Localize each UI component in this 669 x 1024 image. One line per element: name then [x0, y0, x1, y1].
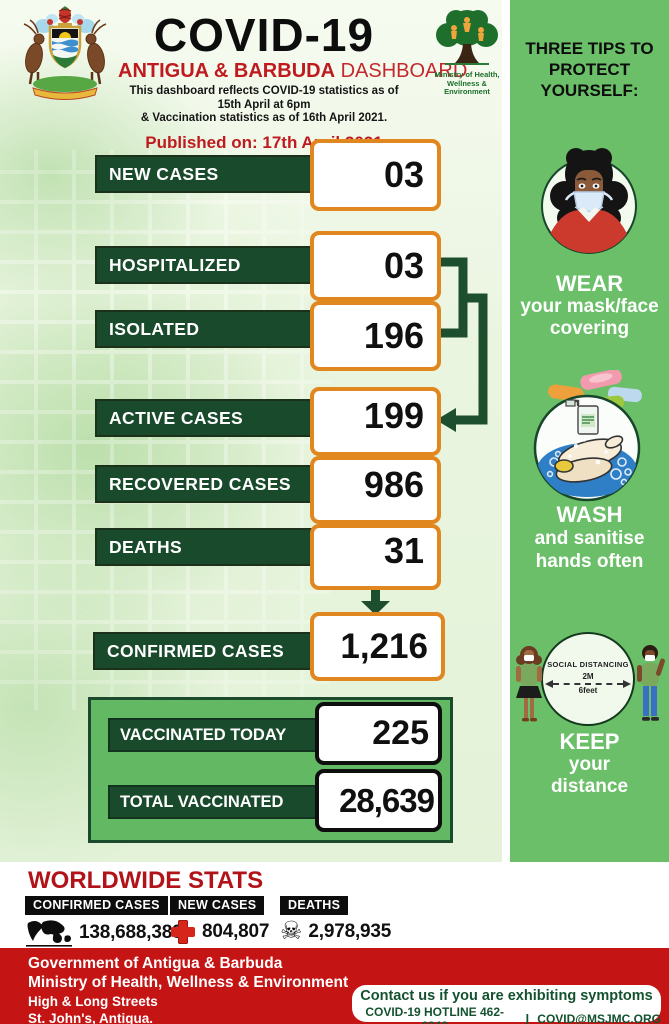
- red-cross-icon: [170, 919, 196, 945]
- contact-email: COVID@MSJMC.ORG: [537, 1012, 661, 1024]
- vaccinated-today-label: VACCINATED TODAY: [108, 718, 318, 752]
- stat-value-confirmed-cases: 1,216: [310, 612, 445, 681]
- stat-value-hospitalized: 03: [310, 231, 441, 301]
- stat-value-deaths: 31: [310, 524, 441, 590]
- worldwide-deaths-group: DEATHS ☠ 2,978,935: [280, 896, 391, 944]
- mask-woman-icon: [541, 148, 637, 254]
- social-distancing-label: SOCIAL DISTANCING: [547, 660, 629, 669]
- stat-value-active-cases: 199: [310, 387, 441, 456]
- down-arrow-icon: [361, 579, 390, 615]
- world-map-icon: [26, 920, 72, 947]
- subtitle: ANTIGUA & BARBUDA DASHBOARD: [118, 60, 467, 82]
- stat-value-recovered-cases: 986: [310, 456, 441, 524]
- subtitle-dashboard: DASHBOARD: [340, 60, 468, 82]
- footer-bar: Government of Antigua & Barbuda Ministry…: [0, 948, 669, 1024]
- stat-label-active-cases: ACTIVE CASES: [95, 399, 340, 437]
- ministry-tree-icon: [436, 10, 498, 65]
- worldwide-newcases-value: 804,807: [202, 921, 270, 942]
- contact-heading: Contact us if you are exhibiting symptom…: [360, 988, 653, 1004]
- header-note: This dashboard reflects COVID-19 statist…: [129, 85, 399, 124]
- tip-wear-title: WEAR: [555, 271, 624, 296]
- stat-label-isolated: ISOLATED: [95, 310, 340, 348]
- ministry-caption: Ministry of Health, Wellness & Environme…: [434, 70, 500, 96]
- sidebar-heading: THREE TIPS TO PROTECT YOURSELF:: [525, 39, 654, 100]
- distance-arrow-icon: [545, 680, 631, 688]
- vaccination-panel: VACCINATED TODAY 225 TOTAL VACCINATED 28…: [88, 697, 453, 843]
- stat-value-isolated: 196: [310, 301, 441, 371]
- stat-label-confirmed-cases: CONFIRMED CASES: [93, 632, 340, 670]
- stat-label-recovered-cases: RECOVERED CASES: [95, 465, 340, 503]
- worldwide-stats-strip: WORLDWIDE STATS CONFIRMED CASES 138,688,…: [0, 862, 669, 948]
- flow-connector-arrow: [436, 257, 488, 432]
- worldwide-confirmed-badge: CONFIRMED CASES: [25, 896, 168, 915]
- stat-value-new-cases: 03: [310, 139, 441, 211]
- tips-sidebar: THREE TIPS TO PROTECT YOURSELF: WE: [510, 0, 669, 862]
- tip-keep-title: KEEP: [559, 729, 620, 754]
- hand-wash-icon: [533, 370, 642, 502]
- contact-box: Contact us if you are exhibiting symptom…: [352, 985, 661, 1024]
- social-distancing-circle: SOCIAL DISTANCING 2M 6feet: [541, 632, 635, 726]
- footer-address-lines: High & Long Streets St. John's, Antigua.: [28, 994, 158, 1024]
- tip-wash-title: WASH: [556, 502, 623, 527]
- worldwide-heading: WORLDWIDE STATS: [28, 867, 264, 894]
- worldwide-newcases-badge: NEW CASES: [170, 896, 265, 915]
- skull-icon: ☠: [280, 917, 303, 945]
- contact-separator: |: [525, 1011, 530, 1024]
- total-vaccinated-value: 28,639: [315, 769, 442, 832]
- worldwide-confirmed-value: 138,688,383: [79, 922, 183, 943]
- main-panel: COVID-19 ANTIGUA & BARBUDA DASHBOARD Thi…: [0, 0, 502, 862]
- hotline-number: COVID-19 HOTLINE 462-6843: [365, 1005, 505, 1024]
- worldwide-deaths-badge: DEATHS: [280, 896, 349, 915]
- footer-government-lines: Government of Antigua & Barbuda Ministry…: [28, 955, 349, 991]
- worldwide-newcases-group: NEW CASES 804,807: [170, 896, 269, 945]
- antigua-coat-of-arms-icon: [23, 6, 107, 100]
- stat-label-hospitalized: HOSPITALIZED: [95, 246, 340, 284]
- subtitle-country: ANTIGUA & BARBUDA: [118, 60, 336, 82]
- distancing-man-icon: [637, 645, 665, 721]
- stat-label-new-cases: NEW CASES: [95, 155, 340, 193]
- header-title-block: COVID-19 ANTIGUA & BARBUDA DASHBOARD Thi…: [118, 9, 467, 153]
- page-title: COVID-19: [153, 9, 375, 61]
- ministry-logo-block: Ministry of Health, Wellness & Environme…: [424, 8, 510, 97]
- total-vaccinated-label: TOTAL VACCINATED: [108, 785, 318, 819]
- worldwide-confirmed-group: CONFIRMED CASES 138,688,383: [25, 896, 183, 947]
- distancing-woman-icon: [516, 646, 542, 722]
- stat-label-deaths: DEATHS: [95, 528, 340, 566]
- vaccinated-today-value: 225: [315, 702, 442, 765]
- worldwide-deaths-value: 2,978,935: [308, 920, 392, 942]
